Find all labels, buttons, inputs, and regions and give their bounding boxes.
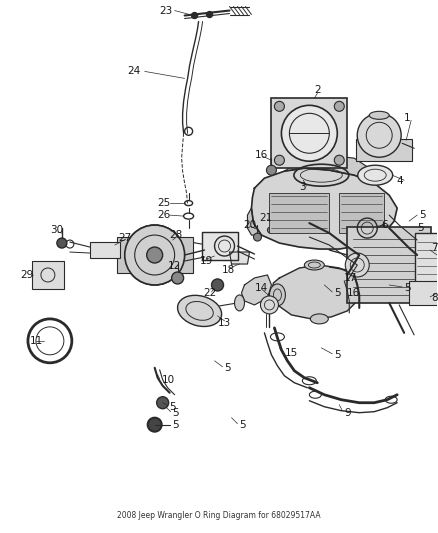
Circle shape bbox=[147, 247, 162, 263]
Circle shape bbox=[281, 106, 337, 161]
Circle shape bbox=[132, 269, 140, 277]
Circle shape bbox=[125, 225, 184, 285]
Circle shape bbox=[334, 101, 344, 111]
Ellipse shape bbox=[304, 260, 324, 270]
Circle shape bbox=[132, 233, 140, 241]
Text: 10: 10 bbox=[162, 375, 175, 385]
Circle shape bbox=[191, 13, 198, 19]
Text: 30: 30 bbox=[50, 225, 63, 235]
Text: 23: 23 bbox=[160, 5, 173, 15]
Circle shape bbox=[266, 165, 276, 175]
Text: 5: 5 bbox=[419, 210, 426, 220]
Ellipse shape bbox=[311, 314, 328, 324]
Ellipse shape bbox=[234, 295, 244, 311]
Text: 15: 15 bbox=[284, 348, 298, 358]
Bar bbox=[339, 193, 384, 233]
Polygon shape bbox=[272, 265, 359, 319]
Polygon shape bbox=[251, 168, 397, 249]
Text: 18: 18 bbox=[222, 265, 235, 275]
Text: 1: 1 bbox=[404, 114, 411, 123]
Bar bbox=[272, 99, 347, 168]
Text: 19: 19 bbox=[200, 256, 213, 266]
Polygon shape bbox=[201, 232, 237, 260]
Text: 4: 4 bbox=[396, 176, 403, 186]
Text: 24: 24 bbox=[128, 67, 141, 76]
Circle shape bbox=[148, 418, 162, 432]
Bar bbox=[269, 193, 329, 233]
Ellipse shape bbox=[369, 111, 389, 119]
Bar bbox=[90, 242, 120, 258]
Text: 12: 12 bbox=[168, 261, 181, 271]
Circle shape bbox=[275, 155, 284, 165]
Circle shape bbox=[57, 238, 67, 248]
Circle shape bbox=[357, 114, 401, 157]
Text: 22: 22 bbox=[204, 288, 217, 298]
Circle shape bbox=[353, 275, 365, 287]
Polygon shape bbox=[241, 275, 272, 305]
Text: 5: 5 bbox=[170, 402, 176, 411]
Circle shape bbox=[334, 155, 344, 165]
Bar bbox=[32, 261, 64, 289]
Ellipse shape bbox=[177, 295, 222, 327]
Text: 5: 5 bbox=[240, 419, 246, 430]
Circle shape bbox=[169, 233, 177, 241]
Text: 3: 3 bbox=[300, 182, 306, 192]
Text: 5: 5 bbox=[225, 363, 231, 373]
Polygon shape bbox=[230, 252, 250, 264]
Ellipse shape bbox=[269, 284, 286, 306]
Text: 5: 5 bbox=[404, 283, 411, 293]
Bar bbox=[347, 227, 431, 303]
Circle shape bbox=[207, 12, 212, 18]
Text: 7: 7 bbox=[431, 243, 438, 253]
Text: 14: 14 bbox=[254, 283, 268, 293]
Bar bbox=[415, 233, 438, 297]
Text: 27: 27 bbox=[118, 233, 131, 243]
Text: 16: 16 bbox=[347, 288, 360, 298]
Circle shape bbox=[345, 253, 369, 277]
Circle shape bbox=[268, 227, 273, 233]
Text: 20: 20 bbox=[244, 220, 257, 230]
Bar bbox=[409, 281, 438, 305]
Text: 5: 5 bbox=[334, 350, 341, 360]
Text: 28: 28 bbox=[170, 230, 183, 240]
Circle shape bbox=[275, 101, 284, 111]
Bar bbox=[356, 139, 412, 161]
Text: 5: 5 bbox=[417, 223, 424, 233]
Bar bbox=[117, 237, 193, 273]
Circle shape bbox=[254, 233, 261, 241]
Text: 9: 9 bbox=[344, 408, 351, 418]
Text: 8: 8 bbox=[431, 293, 438, 303]
Text: 2: 2 bbox=[314, 85, 321, 95]
Circle shape bbox=[172, 272, 184, 284]
Circle shape bbox=[261, 296, 279, 314]
Circle shape bbox=[169, 269, 177, 277]
Text: 11: 11 bbox=[30, 336, 43, 346]
Text: 2008 Jeep Wrangler O Ring Diagram for 68029517AA: 2008 Jeep Wrangler O Ring Diagram for 68… bbox=[117, 512, 320, 520]
Polygon shape bbox=[284, 155, 374, 183]
Polygon shape bbox=[247, 208, 261, 235]
Circle shape bbox=[212, 279, 223, 291]
Text: 26: 26 bbox=[158, 210, 171, 220]
Text: 13: 13 bbox=[218, 318, 231, 328]
Text: 29: 29 bbox=[20, 270, 33, 280]
Text: 21: 21 bbox=[259, 213, 273, 223]
Text: 25: 25 bbox=[158, 198, 171, 208]
Circle shape bbox=[125, 225, 184, 285]
Text: 6: 6 bbox=[381, 220, 388, 230]
Circle shape bbox=[157, 397, 169, 409]
Text: 16: 16 bbox=[254, 150, 268, 160]
Text: 5: 5 bbox=[173, 419, 179, 430]
Text: 5: 5 bbox=[334, 288, 341, 298]
Ellipse shape bbox=[358, 165, 393, 185]
Text: 5: 5 bbox=[173, 408, 179, 418]
Text: 17: 17 bbox=[344, 273, 357, 283]
